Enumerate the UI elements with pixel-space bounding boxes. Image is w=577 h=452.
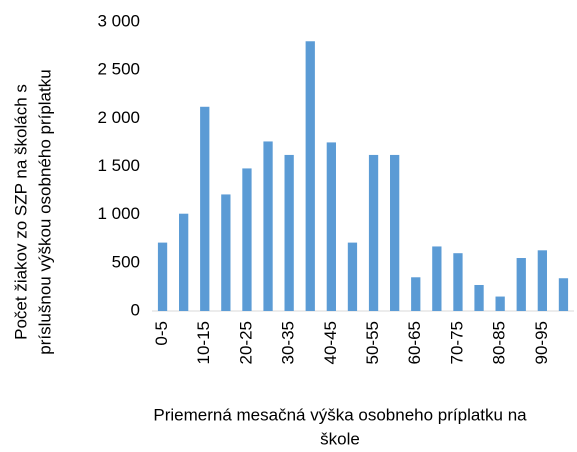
- x-tick-label: 40-45: [321, 321, 340, 364]
- bar: [221, 194, 231, 311]
- bar: [537, 250, 547, 311]
- x-axis-title: Priemerná mesačná výška osobneho príplat…: [153, 405, 527, 424]
- bar: [326, 142, 336, 311]
- y-tick-label: 2 000: [97, 108, 140, 127]
- bar: [179, 213, 189, 311]
- bar: [453, 253, 463, 311]
- x-tick-label: 90-95: [532, 321, 551, 364]
- bar: [305, 41, 315, 312]
- x-tick-label: 60-65: [405, 321, 424, 364]
- bar: [432, 246, 442, 311]
- x-tick-label: 80-85: [490, 321, 509, 364]
- bar: [495, 296, 505, 311]
- bar: [516, 258, 526, 311]
- bar: [411, 277, 421, 311]
- x-tick-label: 30-35: [279, 321, 298, 364]
- y-tick-label: 500: [112, 252, 140, 271]
- x-tick-label: 20-25: [236, 321, 255, 364]
- bar: [558, 278, 569, 311]
- x-tick-label: 0-5: [152, 321, 171, 346]
- y-tick-label: 3 000: [97, 11, 140, 30]
- bar: [242, 168, 252, 311]
- bar: [284, 154, 294, 311]
- bar: [200, 106, 210, 311]
- y-tick-label: 0: [131, 300, 140, 319]
- y-axis-title: Počet žiakov zo SZP na školách s: [11, 84, 30, 340]
- y-tick-label: 1 000: [97, 204, 140, 223]
- bar: [474, 284, 484, 311]
- x-tick-label: 70-75: [447, 321, 466, 364]
- bar: [347, 242, 358, 311]
- x-axis-title: škole: [320, 429, 360, 448]
- y-tick-label: 1 500: [97, 156, 140, 175]
- bar: [263, 141, 273, 311]
- bar: [390, 154, 400, 311]
- y-axis-title: príslušnou výškou osobného príplatku: [35, 69, 54, 354]
- y-tick-label: 2 500: [97, 60, 140, 79]
- x-tick-label: 10-15: [194, 321, 213, 364]
- bar: [368, 154, 379, 311]
- bar: [157, 242, 168, 311]
- x-tick-label: 50-55: [363, 321, 382, 364]
